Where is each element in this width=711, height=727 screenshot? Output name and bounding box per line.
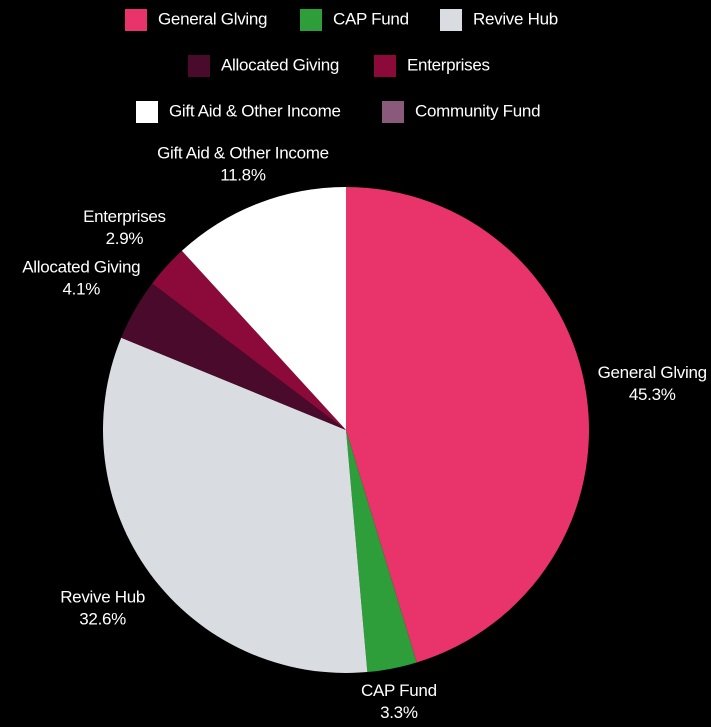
pie-slice xyxy=(346,187,589,663)
slice-label: Revive Hub xyxy=(60,588,145,607)
pie-slice xyxy=(346,430,417,673)
slice-label: Allocated Giving xyxy=(22,257,140,276)
slice-value-label: 2.9% xyxy=(106,229,144,248)
slice-label: Enterprises xyxy=(83,207,166,226)
legend-label: Enterprises xyxy=(407,55,490,74)
legend-swatch xyxy=(188,55,210,77)
legend-swatch xyxy=(374,55,396,77)
pie-slice xyxy=(152,250,346,430)
slice-label: CAP Fund xyxy=(361,681,437,700)
legend-label: General Glving xyxy=(158,9,267,28)
slice-value-label: 4.1% xyxy=(63,279,101,298)
slice-label: Gift Aid & Other Income xyxy=(157,143,329,162)
pie-slice xyxy=(181,187,346,430)
legend-label: Gift Aid & Other Income xyxy=(169,101,341,120)
legend-label: Revive Hub xyxy=(473,9,558,28)
legend-label: Community Fund xyxy=(415,101,540,120)
legend-swatch xyxy=(382,101,404,123)
legend-swatch xyxy=(125,9,147,31)
slice-value-label: 32.6% xyxy=(79,610,126,629)
legend-label: CAP Fund xyxy=(333,9,409,28)
slice-value-label: 45.3% xyxy=(629,385,676,404)
pie-slice xyxy=(102,337,368,673)
legend-swatch xyxy=(136,101,158,123)
pie-slice xyxy=(121,283,346,430)
slice-label: General Glving xyxy=(598,363,707,382)
slice-value-label: 3.3% xyxy=(380,703,418,722)
legend-swatch xyxy=(300,9,322,31)
legend-swatch xyxy=(440,9,462,31)
slice-value-label: 11.8% xyxy=(220,165,266,184)
legend-label: Allocated Giving xyxy=(221,55,339,74)
